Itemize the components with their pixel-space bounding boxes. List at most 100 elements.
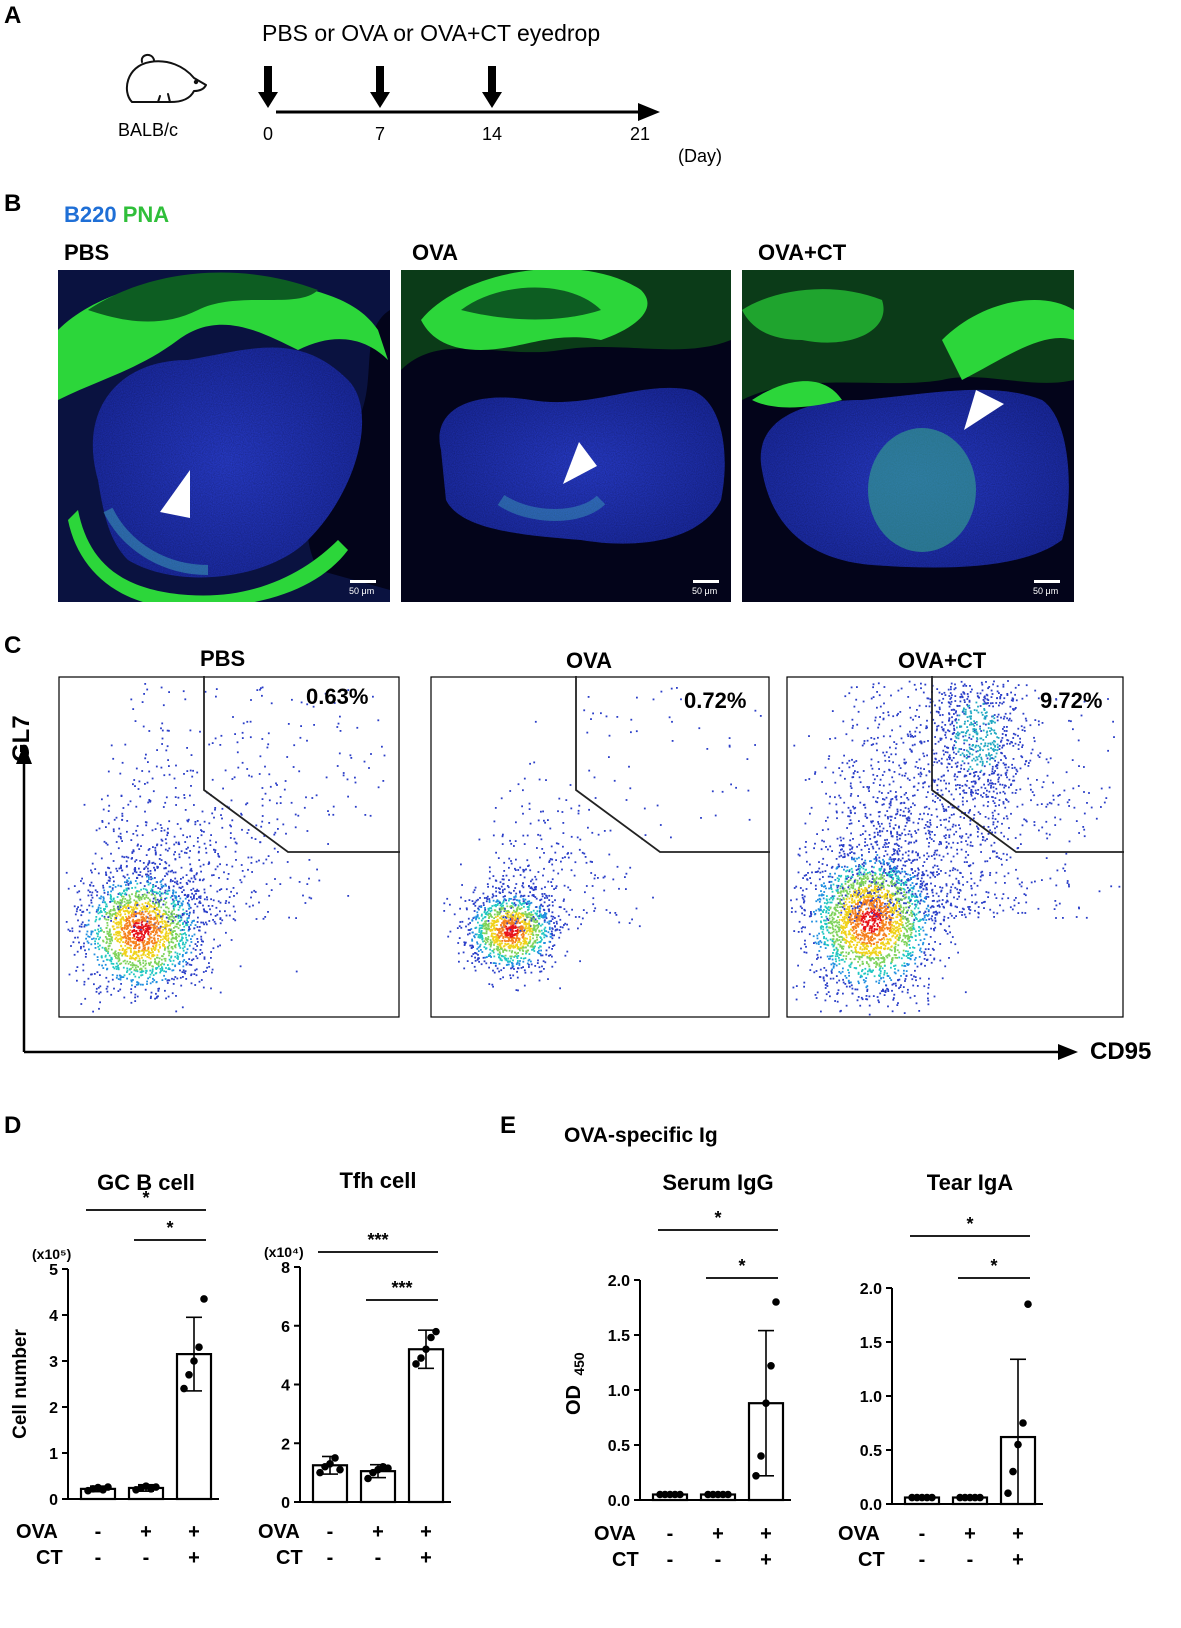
flow-event xyxy=(532,937,534,940)
flow-event xyxy=(153,954,156,957)
flow-event xyxy=(496,967,499,970)
flow-event xyxy=(538,949,540,952)
flow-event xyxy=(95,937,97,940)
flow-event xyxy=(162,885,165,888)
flow-event xyxy=(158,935,161,937)
flow-event xyxy=(165,906,167,909)
flow-event xyxy=(577,927,579,930)
flow-event xyxy=(638,925,641,928)
flow-event xyxy=(931,947,934,950)
flow-event xyxy=(517,920,520,923)
flow-event xyxy=(511,902,513,904)
flow-event xyxy=(953,896,955,899)
flow-event xyxy=(528,920,531,923)
flow-event xyxy=(137,843,139,846)
flow-event xyxy=(594,797,597,799)
flow-event xyxy=(504,924,507,927)
flow-event xyxy=(207,905,210,907)
flow-event xyxy=(178,886,181,889)
flow-event xyxy=(467,933,469,936)
flow-event xyxy=(160,936,162,938)
flow-event xyxy=(911,744,914,747)
flow-event xyxy=(587,826,589,829)
flow-event xyxy=(115,962,118,965)
flow-event xyxy=(165,749,168,752)
flow-event xyxy=(148,920,151,923)
flow-event xyxy=(219,901,222,904)
flow-event xyxy=(99,907,102,910)
flow-event xyxy=(898,919,901,922)
flow-event xyxy=(550,881,553,883)
flow-event xyxy=(101,914,104,917)
flow-event xyxy=(193,876,196,879)
flow-event xyxy=(567,852,569,854)
flow-event xyxy=(905,944,908,947)
flow-event xyxy=(907,833,910,836)
flow-event xyxy=(141,924,144,926)
flow-event xyxy=(219,991,222,994)
flow-event xyxy=(498,942,501,945)
flow-event xyxy=(470,947,473,949)
flow-event xyxy=(129,922,131,925)
flow-event xyxy=(875,851,877,853)
flow-event xyxy=(479,945,481,948)
flow-event xyxy=(327,843,329,845)
flow-event xyxy=(148,891,150,894)
flow-event xyxy=(860,931,863,934)
flow-event xyxy=(103,917,106,920)
flow-event xyxy=(147,867,149,870)
flow-event xyxy=(919,894,921,896)
flow-event xyxy=(489,870,491,873)
flow-event xyxy=(539,941,542,944)
flow-event xyxy=(917,773,920,776)
flow-event xyxy=(505,902,508,905)
flow-event xyxy=(155,997,158,999)
flow-event xyxy=(899,814,902,817)
flow-event xyxy=(896,920,898,923)
flow-event xyxy=(154,899,157,901)
flow-event xyxy=(150,941,153,943)
flow-event xyxy=(186,883,189,885)
flow-event xyxy=(526,937,528,940)
flow-event xyxy=(175,938,177,940)
stain-b220: B220 xyxy=(64,202,117,227)
flow-event xyxy=(128,923,131,926)
flow-event xyxy=(872,913,875,916)
flow-event xyxy=(933,922,936,925)
flow-event xyxy=(515,937,517,940)
flow-event xyxy=(489,954,492,957)
flow-event xyxy=(902,887,905,890)
flow-event xyxy=(131,962,134,964)
flow-event xyxy=(625,888,627,890)
flow-event xyxy=(255,860,258,863)
flow-event xyxy=(624,876,626,878)
flow-event xyxy=(127,907,130,909)
flow-event xyxy=(133,947,135,950)
flow-event xyxy=(98,827,101,830)
flow-event xyxy=(521,921,524,923)
flow-event xyxy=(883,994,886,996)
flow-event xyxy=(518,938,521,941)
flow-event xyxy=(493,962,496,964)
flow-event xyxy=(861,960,864,963)
flow-event xyxy=(925,886,928,889)
flow-event xyxy=(183,925,186,928)
flow-event xyxy=(526,927,528,930)
flow-event xyxy=(522,900,525,902)
flow-event xyxy=(484,920,486,923)
flow-event xyxy=(467,917,470,920)
flow-event xyxy=(523,940,526,943)
flow-event xyxy=(135,893,137,895)
flow-event xyxy=(903,774,906,777)
flow-event xyxy=(566,923,568,926)
flow-event xyxy=(879,873,881,876)
flow-event xyxy=(526,903,528,905)
flow-event xyxy=(861,934,864,937)
panel-label-b: B xyxy=(4,190,22,217)
flow-event xyxy=(569,784,572,786)
flow-event xyxy=(523,938,525,940)
flow-event xyxy=(189,769,192,772)
flow-event xyxy=(203,898,206,901)
flow-event xyxy=(532,934,535,937)
flow-event xyxy=(146,920,149,923)
